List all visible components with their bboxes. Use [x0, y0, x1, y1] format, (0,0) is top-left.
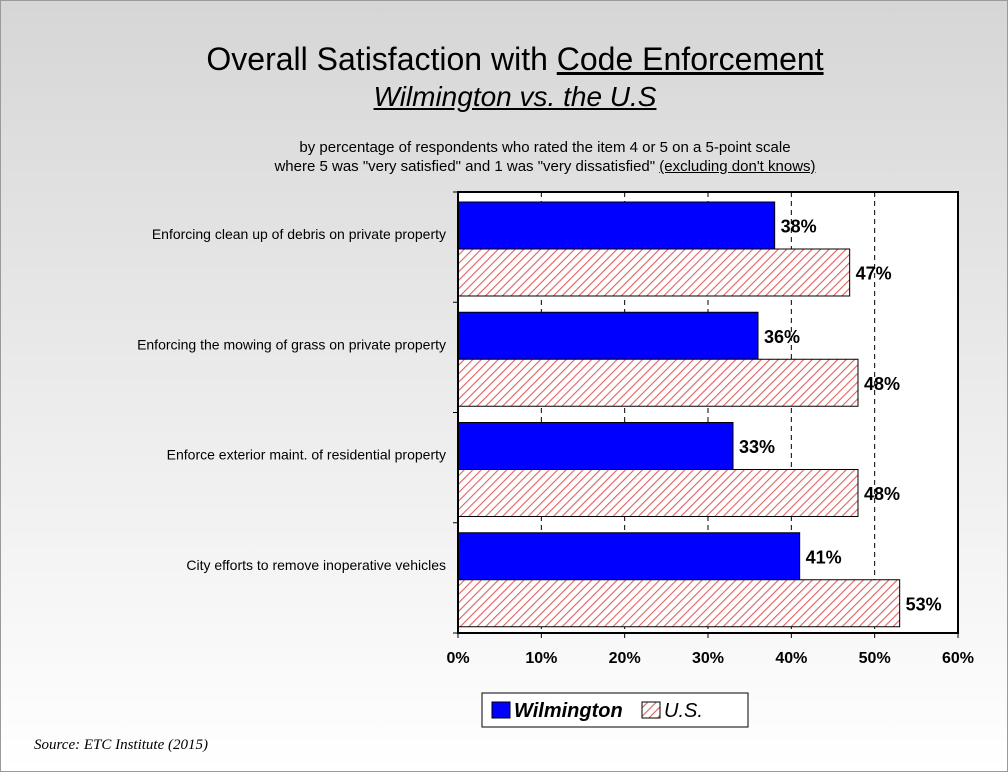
plot-border	[457, 191, 959, 634]
data-label: 38%	[781, 217, 817, 237]
chart-subtitle: Wilmington vs. the U.S	[373, 81, 657, 112]
description-line-1: by percentage of respondents who rated t…	[299, 139, 791, 156]
x-tick-label: 20%	[609, 650, 641, 667]
legend: Wilmington U.S.	[481, 692, 749, 728]
source-note: Source: ETC Institute (2015)	[34, 737, 209, 753]
data-label: 33%	[739, 437, 775, 457]
x-tick-label: 30%	[692, 650, 724, 667]
data-label: 48%	[864, 374, 900, 394]
description-line-2-underlined: (excluding don't knows)	[659, 158, 816, 175]
description-line-2: where 5 was "very satisfied" and 1 was "…	[150, 157, 940, 176]
bar-wilmington	[457, 422, 734, 470]
bar-us	[457, 248, 851, 297]
bar-us	[457, 469, 859, 517]
bar-wilmington	[457, 311, 759, 360]
bar-wilmington	[457, 201, 776, 250]
legend-label-us: U.S.	[664, 700, 703, 722]
x-tick-label: 0%	[446, 650, 469, 667]
legend-swatch-wilmington	[491, 701, 511, 719]
description-line-2-text: where 5 was "very satisfied" and 1 was "…	[274, 158, 656, 175]
data-label: 48%	[864, 484, 900, 504]
title-underlined: Code Enforcement	[556, 41, 824, 77]
category-label: City efforts to remove inoperative vehic…	[186, 557, 446, 573]
bar-us	[457, 358, 859, 407]
data-label: 36%	[764, 327, 800, 347]
x-tick-label: 40%	[775, 650, 807, 667]
x-tick-label: 60%	[942, 650, 974, 667]
data-label: 47%	[856, 264, 892, 284]
data-label: 41%	[806, 547, 842, 567]
category-label: Enforcing clean up of debris on private …	[152, 226, 446, 242]
data-label: 53%	[906, 594, 942, 614]
x-tick-label: 10%	[525, 650, 557, 667]
plot-area: 0% 10% 20% 30% 40% 50% 60% 38% 47% Enforcing clea…	[137, 191, 974, 667]
title-prefix: Overall Satisfaction with	[206, 41, 557, 77]
bar-wilmington	[457, 532, 801, 581]
legend-box	[481, 692, 749, 728]
x-tick-label: 50%	[859, 650, 891, 667]
bar-us	[457, 579, 901, 628]
legend-label-wilmington: Wilmington	[514, 700, 623, 722]
chart-title: Overall Satisfaction with Code Enforceme…	[0, 40, 1008, 78]
legend-swatch-us	[641, 701, 661, 719]
category-label: Enforcing the mowing of grass on private…	[137, 336, 446, 352]
category-label: Enforce exterior maint. of residential p…	[167, 447, 446, 463]
